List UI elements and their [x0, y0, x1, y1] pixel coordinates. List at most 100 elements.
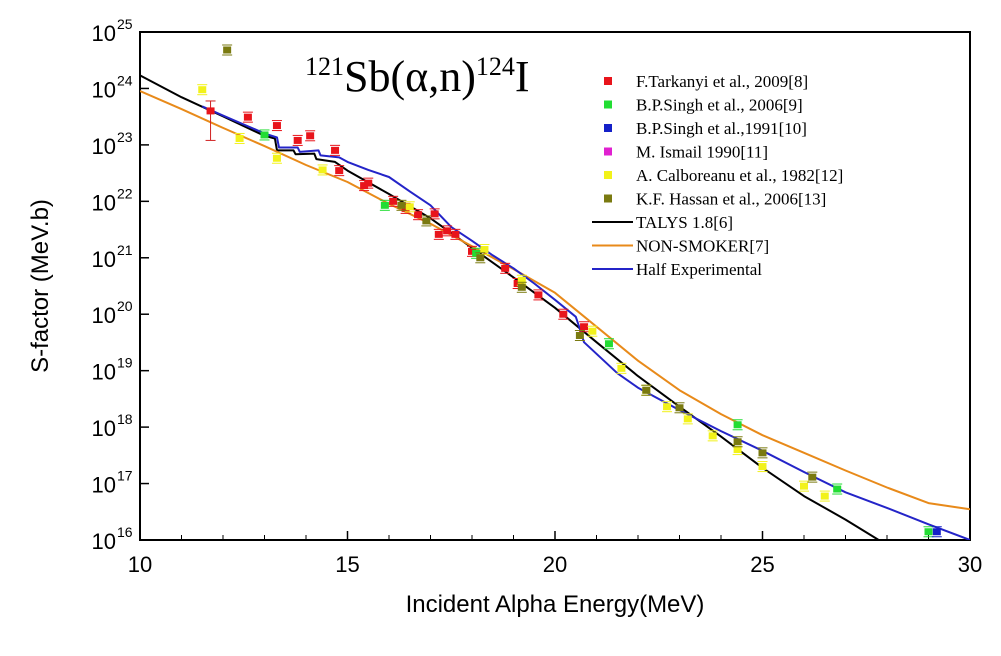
x-axis-label: Incident Alpha Energy(MeV)	[406, 591, 705, 618]
line-series-1	[140, 90, 970, 511]
data-point-series-5	[476, 254, 485, 262]
y-tick-label: 10	[92, 416, 116, 441]
legend-marker-1	[604, 100, 612, 109]
data-point-series-4	[733, 446, 742, 454]
x-tick-label: 10	[128, 552, 152, 577]
legend-label: TALYS 1.8[6]	[636, 213, 733, 232]
data-point-series-0	[501, 264, 510, 272]
data-point-series-4	[588, 327, 597, 335]
data-point-series-5	[758, 449, 767, 457]
title-part: Sb(	[344, 52, 405, 101]
plot-frame	[139, 31, 971, 541]
legend-marker-3	[604, 147, 612, 156]
data-point-series-4	[405, 203, 414, 211]
data-point-series-4	[617, 364, 626, 372]
data-point-series-0	[534, 291, 543, 299]
legend-marker-4	[604, 171, 612, 179]
legend-label: K.F. Hassan et al., 2006[13]	[636, 190, 826, 209]
legend-marker-5	[604, 194, 612, 203]
data-point-series-4	[683, 415, 692, 423]
y-tick-exponent: 21	[117, 242, 133, 258]
legend-marker-2	[604, 124, 612, 132]
data-point-series-0	[331, 146, 340, 154]
data-point-series-4	[235, 134, 244, 142]
data-point-series-4	[708, 432, 717, 440]
data-point-series-4	[480, 246, 489, 254]
data-points	[197, 44, 942, 538]
y-tick-label: 10	[92, 473, 116, 498]
data-point-series-4	[198, 86, 207, 94]
legend-label: M. Ismail 1990[11]	[636, 143, 768, 162]
title-part: I	[515, 52, 530, 101]
data-point-series-4	[517, 276, 526, 284]
y-tick-exponent: 16	[117, 524, 133, 540]
y-tick-label: 10	[92, 21, 116, 46]
x-tick-label: 15	[335, 552, 359, 577]
data-point-series-0	[306, 132, 315, 140]
data-point-series-5	[675, 404, 684, 412]
data-point-series-4	[820, 492, 829, 500]
y-tick-exponent: 20	[117, 298, 133, 314]
data-point-series-0	[559, 310, 568, 318]
data-point-series-5	[642, 386, 651, 394]
title-part: α	[405, 52, 428, 101]
data-point-series-0	[293, 136, 302, 144]
data-point-series-1	[472, 249, 481, 257]
data-point-series-0	[335, 167, 344, 175]
data-point-series-1	[733, 421, 742, 429]
data-point-series-5	[397, 201, 406, 209]
y-tick-label: 10	[92, 247, 116, 272]
line-series-2	[201, 105, 970, 540]
data-point-series-4	[318, 166, 327, 174]
data-point-series-0	[401, 204, 410, 212]
data-point-series-0	[513, 280, 522, 288]
data-point-series-0	[434, 230, 443, 238]
legend-label: F.Tarkanyi et al., 2009[8]	[636, 72, 808, 91]
y-axis-label: S-factor (MeV.b)	[27, 199, 54, 373]
data-point-series-5	[223, 46, 232, 54]
legend-label: Half Experimental	[636, 260, 762, 279]
y-tick-exponent: 18	[117, 411, 133, 427]
legend-marker-0	[604, 77, 612, 85]
title-part: ,n)	[428, 52, 476, 101]
data-point-series-0	[389, 197, 398, 205]
data-point-series-4	[758, 463, 767, 471]
data-point-series-2	[932, 528, 941, 536]
data-point-series-0	[360, 182, 369, 190]
y-tick-exponent: 23	[117, 129, 133, 145]
data-point-series-0	[430, 210, 439, 218]
y-tick-label: 10	[92, 360, 116, 385]
data-point-series-1	[924, 528, 933, 536]
data-point-series-4	[800, 482, 808, 490]
data-point-series-0	[243, 113, 252, 121]
title-part: 121	[305, 52, 344, 81]
data-point-series-5	[808, 473, 817, 481]
data-point-series-5	[517, 283, 526, 291]
data-point-series-1	[604, 340, 613, 348]
y-tick-exponent: 17	[117, 468, 133, 484]
y-tick-label: 10	[92, 529, 116, 554]
legend-label: A. Calboreanu et al., 1982[12]	[636, 166, 843, 185]
data-point-series-0	[414, 211, 423, 219]
data-point-series-4	[272, 154, 281, 162]
data-point-series-1	[260, 131, 269, 139]
title-part: 124	[476, 52, 515, 81]
legend-label: B.P.Singh et al., 2006[9]	[636, 96, 803, 115]
data-point-series-0	[580, 323, 589, 331]
y-tick-label: 10	[92, 190, 116, 215]
y-tick-label: 10	[92, 134, 116, 159]
data-point-series-4	[663, 403, 672, 411]
data-point-series-5	[422, 217, 431, 225]
model-lines	[140, 74, 970, 540]
data-point-series-0	[206, 107, 215, 115]
data-point-series-1	[833, 485, 842, 493]
data-point-series-0	[468, 247, 476, 255]
y-tick-exponent: 25	[117, 16, 133, 32]
x-axis: 10 15 20 25 30	[128, 531, 982, 577]
y-tick-exponent: 22	[117, 185, 133, 201]
y-tick-exponent: 19	[117, 355, 133, 371]
chart-title: 121Sb(α,n)124I	[305, 52, 530, 101]
